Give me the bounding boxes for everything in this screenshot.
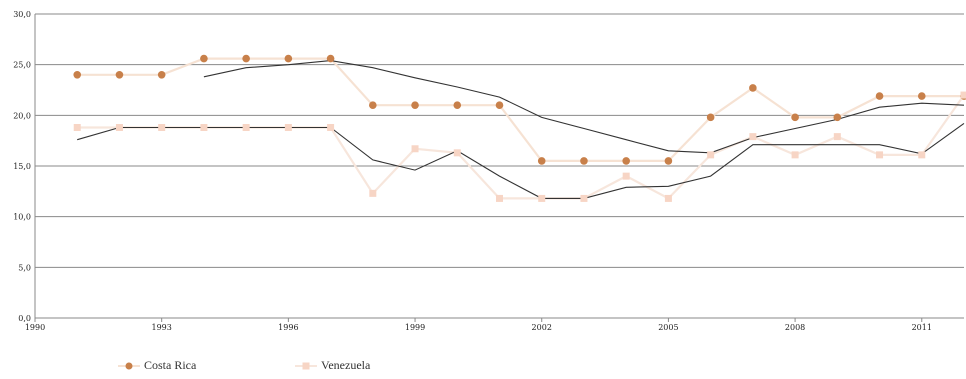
point-venezuela bbox=[411, 145, 419, 153]
point-venezuela bbox=[115, 123, 123, 131]
point-costa-rica bbox=[157, 71, 166, 79]
point-costa-rica bbox=[580, 157, 588, 165]
legend-label-costa-rica: Costa Rica bbox=[144, 357, 197, 372]
point-venezuela bbox=[200, 123, 208, 131]
series-line-costa-rica bbox=[77, 57, 964, 162]
y-tick-label: 15,0 bbox=[13, 162, 31, 171]
x-axis-tick-labels: 1990 1993 1996 1999 2002 2005 2008 2011 bbox=[25, 323, 932, 332]
point-costa-rica bbox=[242, 54, 250, 63]
x-tick-label: 2005 bbox=[658, 323, 678, 332]
series-lines bbox=[77, 57, 965, 200]
series-line-venezuela bbox=[77, 94, 965, 200]
y-tick-label: 5,0 bbox=[18, 263, 31, 272]
point-venezuela bbox=[833, 133, 841, 141]
point-venezuela bbox=[580, 194, 588, 202]
legend: Costa Rica Venezuela bbox=[0, 356, 966, 374]
point-venezuela bbox=[242, 123, 250, 131]
point-venezuela bbox=[73, 123, 81, 131]
legend-item-venezuela: Venezuela bbox=[295, 356, 370, 374]
point-costa-rica bbox=[706, 113, 715, 122]
point-venezuela bbox=[664, 194, 672, 202]
x-tick-label: 1990 bbox=[25, 323, 45, 332]
point-costa-rica bbox=[875, 92, 884, 100]
x-tick-label: 2011 bbox=[912, 323, 932, 332]
x-tick-label: 1993 bbox=[152, 323, 172, 332]
point-costa-rica bbox=[284, 54, 293, 63]
point-costa-rica bbox=[200, 54, 208, 63]
point-costa-rica bbox=[453, 101, 462, 109]
point-costa-rica bbox=[791, 113, 799, 122]
x-tick-label: 2008 bbox=[785, 323, 805, 332]
legend-swatch-costa-rica bbox=[118, 359, 140, 371]
point-venezuela bbox=[622, 172, 630, 180]
x-tick-label: 1999 bbox=[405, 323, 425, 332]
y-tick-label: 25,0 bbox=[13, 61, 31, 70]
grid-lines bbox=[35, 13, 964, 268]
point-costa-rica bbox=[833, 113, 842, 122]
axes bbox=[34, 14, 964, 322]
point-venezuela bbox=[876, 151, 884, 159]
point-venezuela bbox=[918, 151, 926, 159]
point-venezuela bbox=[538, 194, 546, 202]
y-tick-label: 20,0 bbox=[13, 111, 31, 120]
series-line-trend-2 bbox=[203, 60, 965, 154]
point-costa-rica bbox=[115, 71, 124, 79]
point-venezuela bbox=[327, 123, 335, 131]
y-tick-label: 10,0 bbox=[13, 213, 31, 222]
point-costa-rica bbox=[411, 101, 419, 109]
point-venezuela bbox=[707, 151, 715, 159]
point-costa-rica bbox=[537, 157, 546, 165]
point-costa-rica bbox=[369, 101, 377, 109]
y-tick-label: 30,0 bbox=[13, 10, 31, 19]
x-tick-label: 2002 bbox=[532, 323, 552, 332]
point-venezuela bbox=[960, 91, 966, 99]
point-costa-rica bbox=[622, 157, 630, 165]
y-tick-label: 0,0 bbox=[18, 314, 31, 323]
point-venezuela bbox=[749, 133, 757, 141]
point-costa-rica bbox=[664, 157, 673, 165]
point-venezuela bbox=[791, 151, 799, 159]
legend-swatch-venezuela bbox=[295, 359, 317, 371]
point-costa-rica bbox=[326, 54, 335, 63]
point-costa-rica bbox=[495, 101, 504, 109]
series-line-trend-3 bbox=[77, 122, 965, 199]
legend-item-costa-rica: Costa Rica bbox=[118, 356, 196, 374]
x-tick-label: 1996 bbox=[278, 323, 298, 332]
line-chart: 0,05,010,015,020,025,030,0 1990 1993 1996 1… bbox=[13, 10, 966, 332]
series-markers bbox=[73, 54, 966, 202]
y-axis-tick-labels: 0,0 5,0 10,0 15,0 20,0 25,0 30,0 bbox=[13, 10, 31, 323]
point-venezuela bbox=[284, 123, 292, 131]
point-venezuela bbox=[453, 149, 461, 157]
point-venezuela bbox=[158, 123, 166, 131]
point-costa-rica bbox=[73, 71, 82, 79]
point-venezuela bbox=[369, 189, 377, 197]
point-costa-rica bbox=[917, 92, 926, 100]
point-costa-rica bbox=[749, 84, 757, 92]
point-venezuela bbox=[496, 194, 503, 202]
legend-label-venezuela: Venezuela bbox=[321, 357, 371, 372]
